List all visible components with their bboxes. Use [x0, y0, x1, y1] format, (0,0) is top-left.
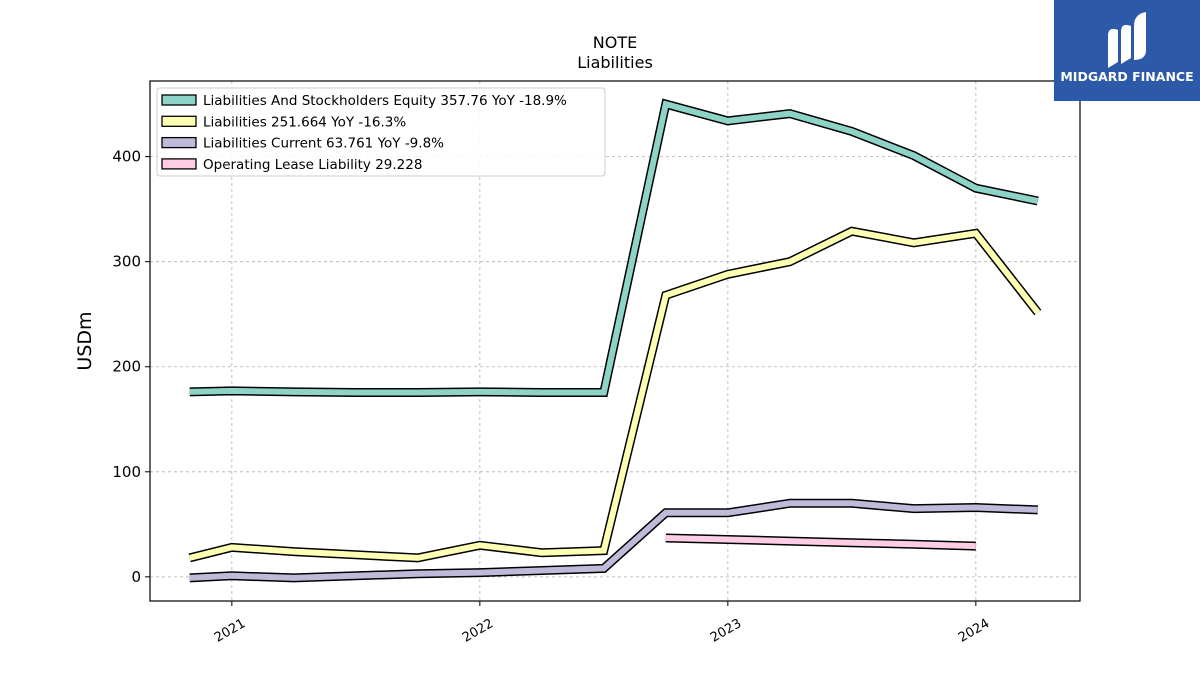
x-tick-label: 2022	[460, 616, 496, 646]
series-1	[188, 226, 1042, 563]
legend-label: Liabilities Current 63.761 YoY -9.8%	[203, 136, 444, 152]
x-axis-ticks: 2021 2022 2023 2024	[212, 601, 992, 646]
legend-swatch	[161, 94, 197, 106]
y-tick-label: 100	[112, 463, 141, 481]
legend-box	[156, 87, 606, 177]
y-tick-label: 400	[112, 148, 141, 166]
series-0	[189, 98, 1039, 397]
series-line	[188, 228, 1041, 561]
logo-mark-icon	[1108, 12, 1146, 68]
legend-swatch	[161, 136, 197, 149]
legend-label: Liabilities And Stockholders Equity 357.…	[203, 93, 567, 109]
series-layer	[188, 98, 1042, 583]
chart-title: NOTE	[593, 33, 637, 52]
legend-swatch	[161, 158, 197, 170]
y-tick-label: 300	[112, 253, 141, 271]
y-axis-label: USDm	[74, 311, 96, 370]
x-tick-label: 2023	[708, 616, 744, 646]
series-line	[189, 100, 1039, 396]
plot-frame	[149, 80, 1081, 602]
x-tick-label: 2021	[212, 616, 248, 646]
brand-logo: MIDGARD FINANCE	[1054, 0, 1200, 101]
legend: Liabilities And Stockholders Equity 357.…	[156, 87, 606, 177]
legend-label: Liabilities 251.664 YoY -16.3%	[203, 114, 406, 130]
legend-label: Operating Lease Liability 29.228	[203, 157, 422, 173]
series-3	[665, 533, 976, 551]
series-line	[665, 535, 976, 550]
legend-swatch	[161, 115, 197, 127]
series-line	[189, 500, 1038, 581]
x-tick-label: 2024	[956, 616, 992, 646]
y-tick-label: 0	[131, 568, 141, 586]
y-tick-label: 200	[112, 358, 141, 376]
y-axis-ticks: 0 100 200 300 400	[112, 148, 150, 586]
chart-subtitle: Liabilities	[577, 53, 653, 72]
logo-text: MIDGARD FINANCE	[1060, 69, 1193, 84]
series-2	[189, 498, 1038, 583]
